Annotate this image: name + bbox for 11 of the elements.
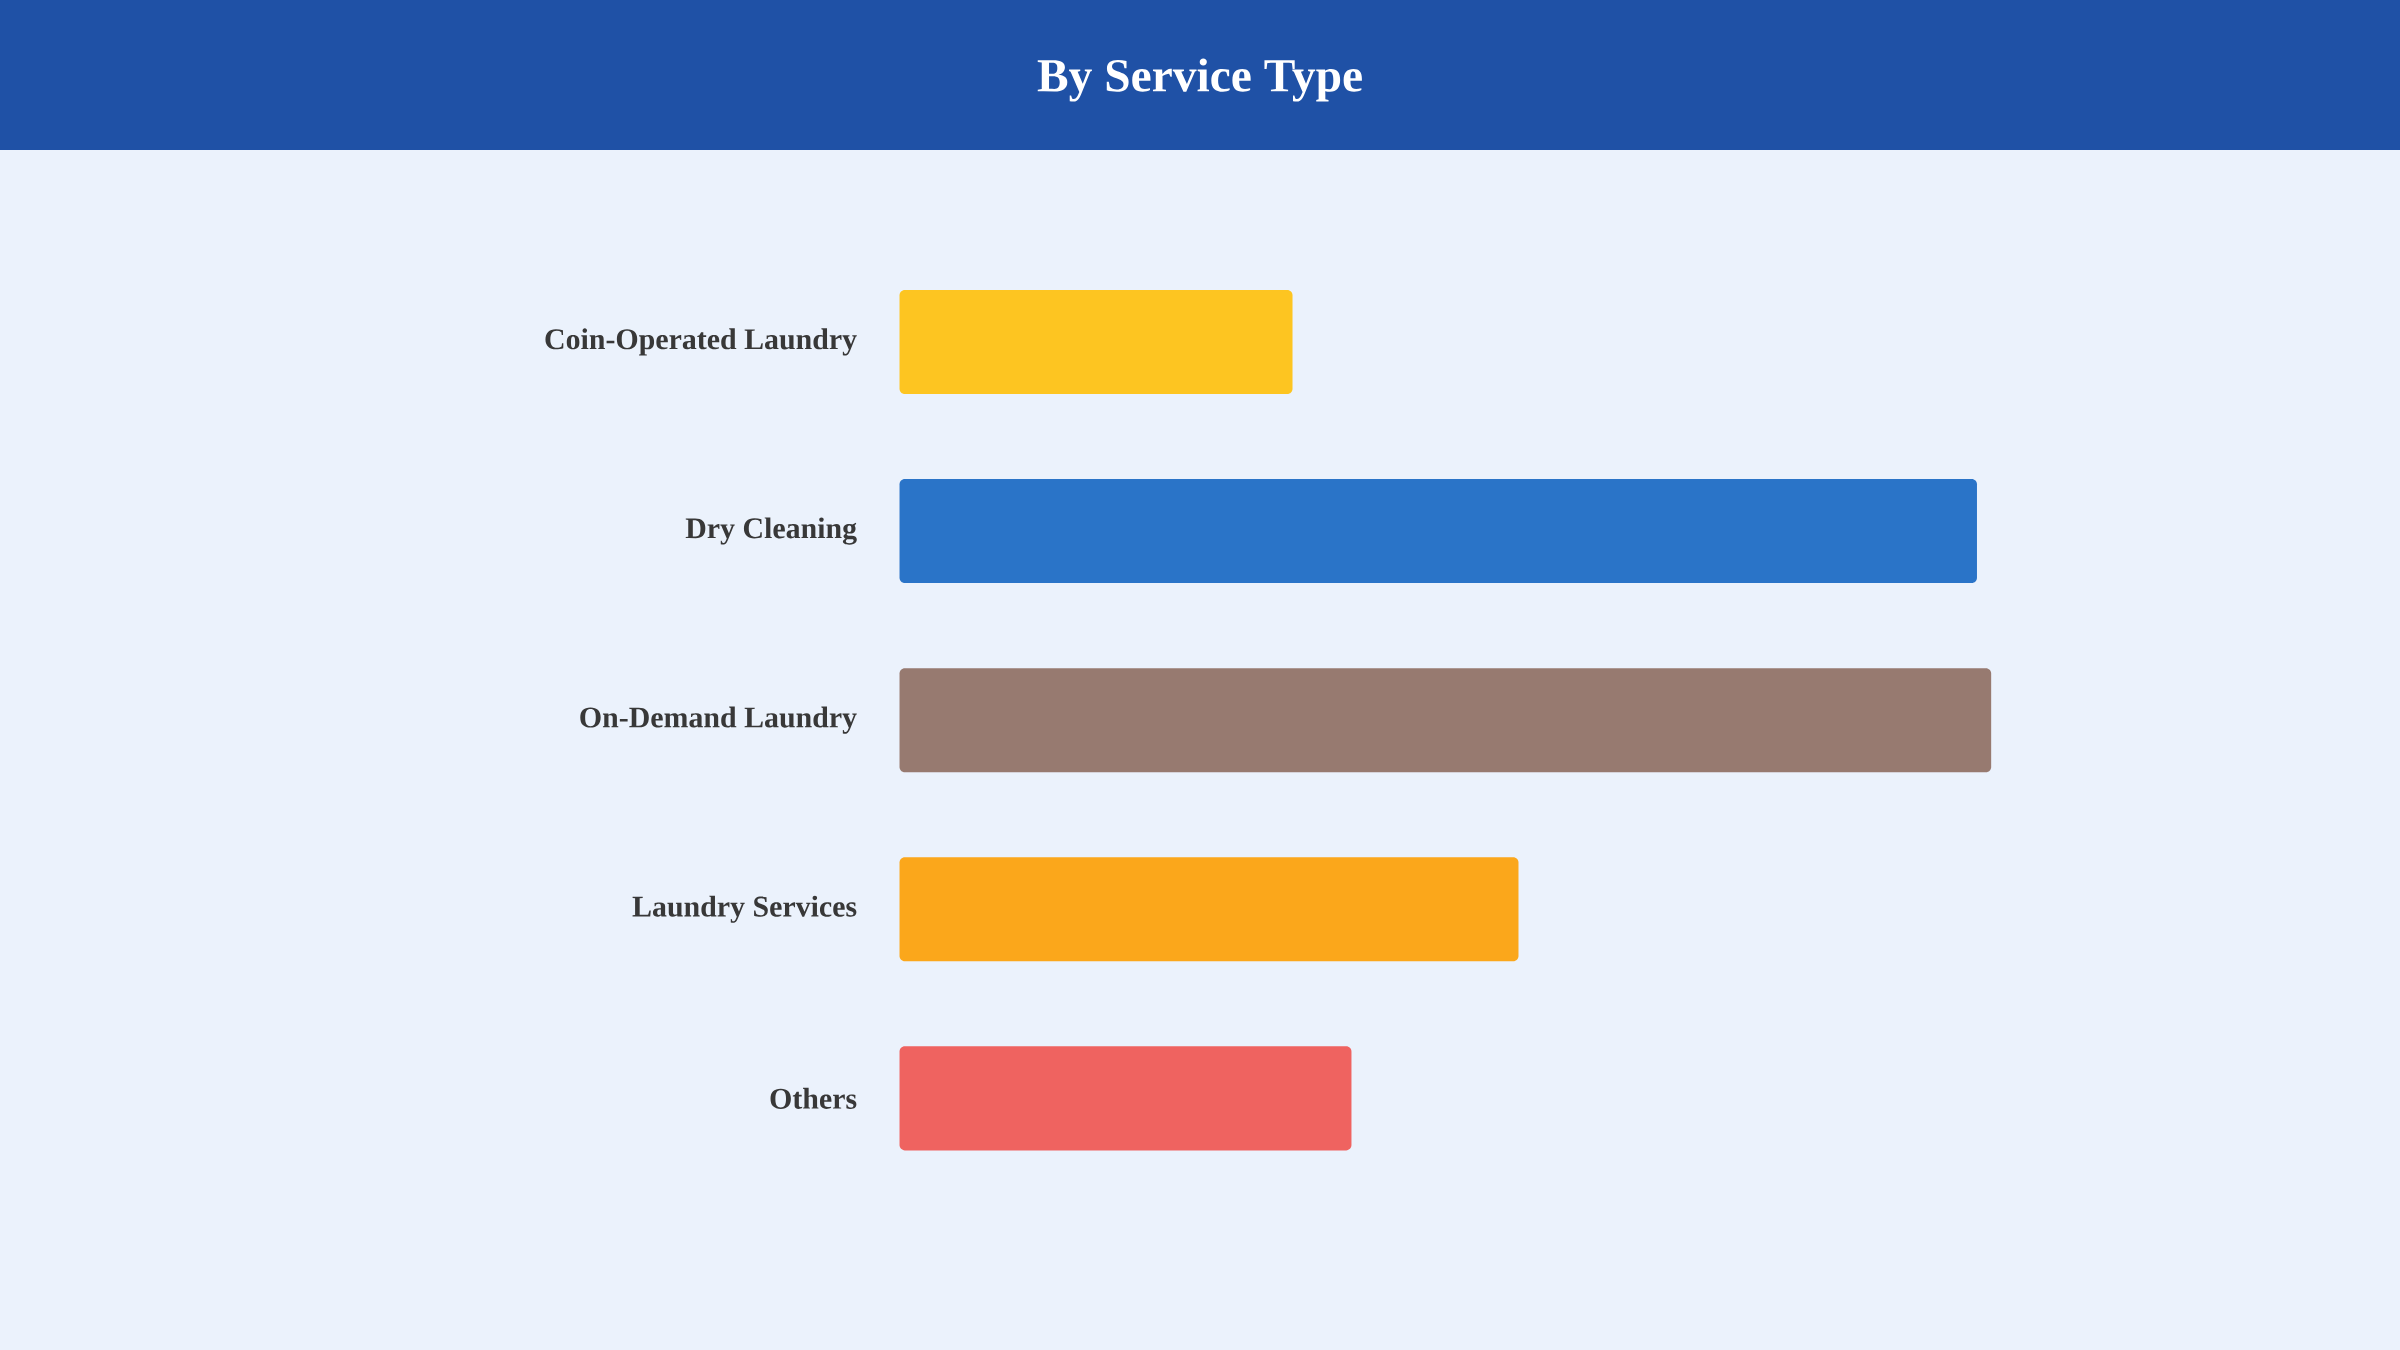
y-tick-label: Laundry Services [632, 895, 857, 923]
y-tick-label: Coin-Operated Laundry [545, 328, 857, 356]
bar [899, 1046, 1352, 1151]
chart-title: By Service Type [1037, 58, 1362, 102]
bar [899, 857, 1519, 962]
bar [899, 289, 1293, 394]
y-tick-label: Others [770, 1087, 857, 1109]
bar [899, 668, 1992, 773]
y-tick-label: Dry Cleaning [685, 517, 857, 545]
bar [899, 479, 1977, 584]
y-tick-label: On-Demand Laundry [580, 706, 857, 734]
